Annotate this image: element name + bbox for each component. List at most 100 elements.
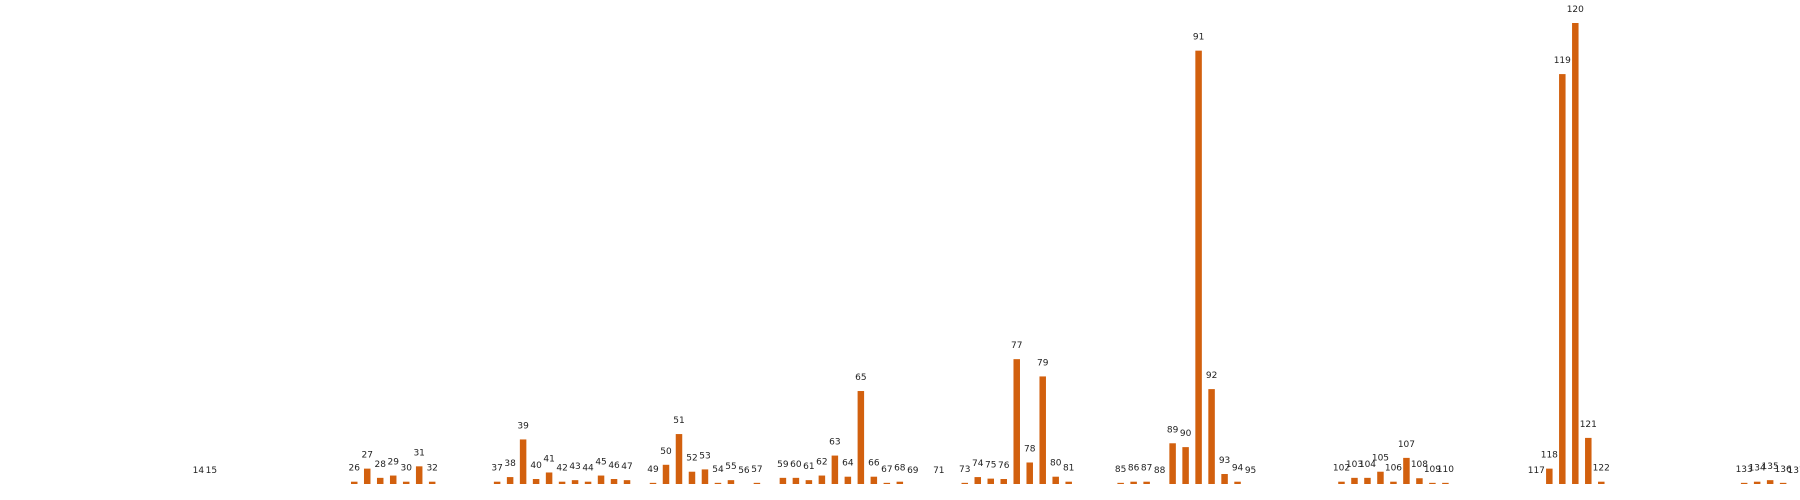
- bar-32: [428, 481, 436, 484]
- bar-label-121: 121: [1580, 420, 1597, 430]
- bar-41: [545, 472, 553, 485]
- bar-93: [1221, 474, 1228, 484]
- bar-109: [1429, 482, 1436, 484]
- bar-label-45: 45: [595, 458, 606, 468]
- bar-label-38: 38: [504, 459, 516, 469]
- bar-label-43: 43: [569, 462, 580, 472]
- bar-label-54: 54: [712, 465, 724, 475]
- bar-label-49: 49: [647, 465, 659, 475]
- bar-27: [363, 468, 371, 484]
- bar-label-133: 133: [1736, 465, 1753, 475]
- bar-label-118: 118: [1541, 451, 1558, 461]
- bar-29: [389, 475, 397, 484]
- bar-label-135: 135: [1762, 462, 1779, 472]
- bar-label-44: 44: [582, 464, 594, 474]
- bar-40: [532, 479, 540, 484]
- bar-label-31: 31: [413, 448, 424, 458]
- bar-94: [1234, 481, 1241, 484]
- bar-79: [1039, 376, 1046, 484]
- bar-68: [896, 481, 904, 484]
- bar-label-109: 109: [1424, 465, 1441, 475]
- bar-label-51: 51: [673, 416, 684, 426]
- bar-86: [1130, 481, 1137, 484]
- bar-label-137: 137: [1788, 466, 1800, 476]
- bar-45: [597, 475, 605, 484]
- bar-66: [870, 476, 878, 484]
- bar-label-102: 102: [1333, 464, 1350, 474]
- bar-label-67: 67: [881, 465, 892, 475]
- bar-133: [1740, 482, 1748, 484]
- bar-label-136: 136: [1775, 465, 1792, 475]
- bar-75: [987, 478, 994, 484]
- bar-label-110: 110: [1437, 465, 1454, 475]
- bar-label-105: 105: [1372, 454, 1389, 464]
- bar-label-81: 81: [1063, 464, 1074, 474]
- bar-label-30: 30: [400, 464, 412, 474]
- bar-label-57: 57: [751, 465, 762, 475]
- bar-105: [1377, 471, 1384, 484]
- bar-55: [727, 480, 735, 484]
- bar-label-93: 93: [1219, 456, 1230, 466]
- bar-label-56: 56: [738, 466, 750, 476]
- bar-76: [1000, 479, 1007, 484]
- bar-104: [1364, 477, 1371, 484]
- bar-103: [1351, 477, 1358, 484]
- bar-label-27: 27: [362, 451, 373, 461]
- bar-label-85: 85: [1115, 465, 1126, 475]
- bar-107: [1403, 457, 1410, 484]
- bar-47: [623, 480, 631, 484]
- bar-120: [1572, 23, 1579, 484]
- bar-77: [1013, 359, 1020, 484]
- bar-62: [818, 475, 826, 484]
- bar-label-80: 80: [1050, 459, 1062, 469]
- bar-42: [558, 481, 566, 484]
- bar-31: [415, 466, 423, 484]
- bar-90: [1182, 447, 1189, 484]
- bar-label-59: 59: [777, 460, 789, 470]
- bar-122: [1598, 481, 1605, 484]
- bars-group: [350, 23, 1787, 485]
- bar-51: [675, 434, 683, 484]
- bar-label-66: 66: [868, 459, 880, 469]
- bar-label-29: 29: [387, 458, 399, 468]
- bar-label-40: 40: [530, 461, 542, 471]
- bar-46: [610, 479, 618, 484]
- bar-label-120: 120: [1567, 5, 1584, 15]
- bar-label-28: 28: [374, 460, 386, 470]
- bar-61: [805, 480, 813, 484]
- bar-30: [402, 481, 410, 484]
- bar-label-62: 62: [816, 458, 827, 468]
- bar-label-55: 55: [725, 462, 736, 472]
- bar-label-46: 46: [608, 461, 620, 471]
- bar-label-15: 15: [206, 466, 217, 476]
- bar-label-91: 91: [1193, 33, 1204, 43]
- bar-label-41: 41: [543, 454, 554, 464]
- bar-110: [1442, 482, 1449, 484]
- bar-80: [1052, 476, 1059, 484]
- bar-label-79: 79: [1037, 358, 1049, 368]
- bar-44: [584, 481, 592, 484]
- bar-label-50: 50: [660, 447, 672, 457]
- bar-label-78: 78: [1024, 444, 1036, 454]
- bar-102: [1338, 481, 1345, 484]
- bar-label-87: 87: [1141, 464, 1152, 474]
- bar-label-69: 69: [907, 466, 919, 476]
- bar-85: [1117, 482, 1124, 484]
- bar-39: [519, 439, 527, 484]
- bar-118: [1546, 468, 1553, 484]
- bar-label-108: 108: [1411, 460, 1428, 470]
- bar-92: [1208, 389, 1215, 484]
- bar-label-14: 14: [193, 466, 205, 476]
- bar-38: [506, 477, 514, 484]
- bar-52: [688, 471, 696, 484]
- bar-label-74: 74: [972, 459, 984, 469]
- bar-label-76: 76: [998, 461, 1010, 471]
- bar-label-94: 94: [1232, 464, 1244, 474]
- bar-label-73: 73: [959, 465, 970, 475]
- bar-label-26: 26: [349, 464, 361, 474]
- bar-53: [701, 469, 709, 484]
- bar-label-37: 37: [491, 464, 502, 474]
- bar-label-106: 106: [1385, 464, 1402, 474]
